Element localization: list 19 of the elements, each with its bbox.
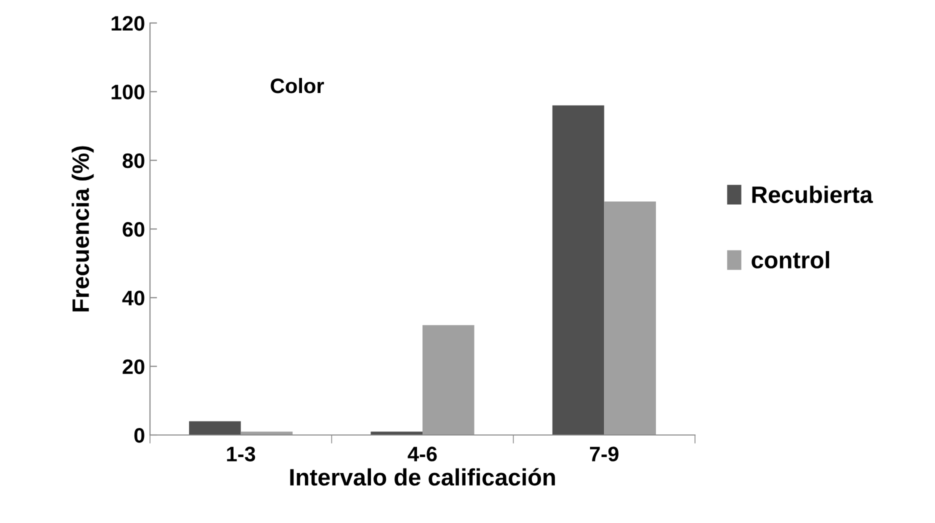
x-tick-label: 7-9: [590, 446, 618, 462]
annotation: Color: [270, 78, 324, 94]
legend-label: control: [752, 251, 830, 268]
x-axis-title: Intervalo de calificación: [290, 468, 555, 486]
bar: [189, 421, 241, 435]
legend-label: Recubierta: [752, 186, 873, 204]
x-tick-label: 1-3: [227, 446, 256, 462]
y-tick-label: 20: [122, 359, 144, 374]
y-tick-label: 0: [134, 428, 144, 443]
y-tick-label: 80: [122, 153, 144, 168]
bar: [552, 105, 604, 435]
x-tick-label: 4-6: [408, 446, 437, 462]
bar: [604, 202, 656, 435]
y-tick-label: 60: [122, 222, 144, 237]
y-axis-title: Frecuencia (%): [72, 146, 94, 312]
y-tick-label: 120: [112, 16, 144, 31]
bar: [422, 325, 474, 435]
y-tick-label: 100: [112, 84, 144, 100]
y-tick-label: 40: [122, 290, 144, 306]
